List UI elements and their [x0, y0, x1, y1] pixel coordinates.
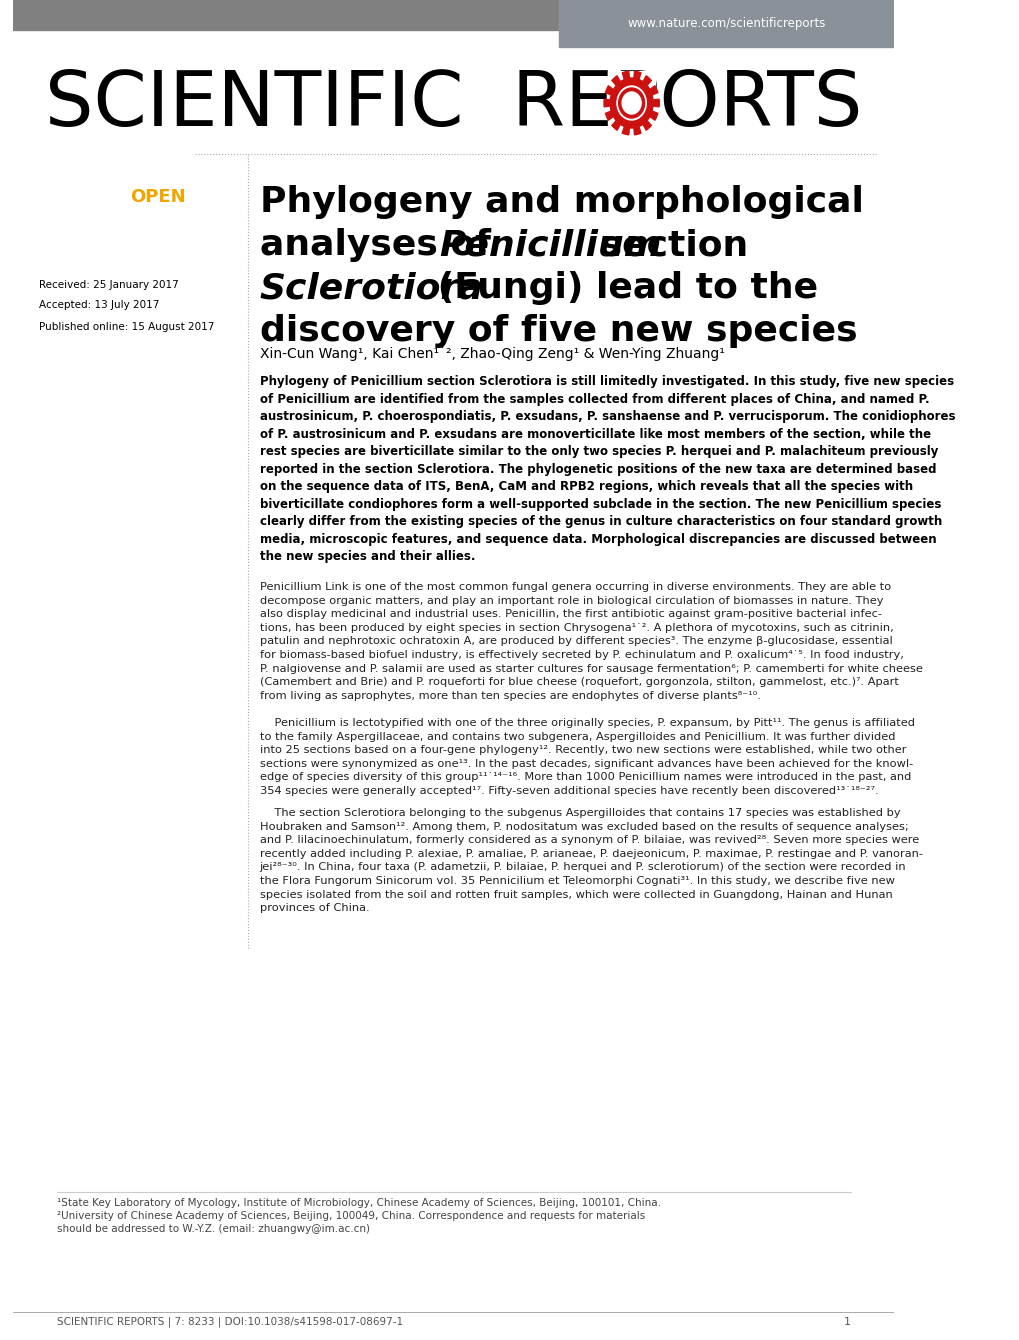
Bar	[607, 71, 654, 135]
Polygon shape	[611, 121, 620, 130]
Text: Accepted: 13 July 2017: Accepted: 13 July 2017	[40, 300, 160, 310]
Polygon shape	[642, 121, 651, 130]
Text: Penicillium: Penicillium	[438, 228, 661, 263]
Polygon shape	[652, 99, 658, 107]
Text: Published online: 15 August 2017: Published online: 15 August 2017	[40, 322, 215, 332]
Text: www.nature.com/scientificreports: www.nature.com/scientificreports	[627, 16, 825, 29]
Polygon shape	[642, 76, 651, 86]
Bar	[13, 0, 894, 29]
Text: Phylogeny and morphological: Phylogeny and morphological	[259, 185, 862, 218]
Polygon shape	[622, 71, 629, 79]
Text: Sclerotiora: Sclerotiora	[259, 271, 483, 306]
Text: OPEN: OPEN	[130, 188, 185, 206]
Polygon shape	[633, 126, 640, 135]
Text: Phylogeny of Penicillium section Sclerotiora is still limitedly investigated. In: Phylogeny of Penicillium section Sclerot…	[259, 375, 954, 563]
Polygon shape	[633, 71, 640, 79]
Circle shape	[616, 86, 646, 121]
Text: 1: 1	[843, 1317, 850, 1327]
Polygon shape	[605, 86, 612, 95]
Text: ¹State Key Laboratory of Mycology, Institute of Microbiology, Chinese Academy of: ¹State Key Laboratory of Mycology, Insti…	[56, 1198, 660, 1234]
Text: (Fungi) lead to the: (Fungi) lead to the	[425, 271, 817, 306]
Text: Received: 25 January 2017: Received: 25 January 2017	[40, 280, 179, 289]
Text: SCIENTIFIC REPORTS | 7: 8233 | DOI:10.1038/s41598-017-08697-1: SCIENTIFIC REPORTS | 7: 8233 | DOI:10.10…	[56, 1317, 403, 1327]
Text: The section Sclerotiora belonging to the subgenus Aspergilloides that contains 1: The section Sclerotiora belonging to the…	[259, 808, 921, 913]
Text: discovery of five new species: discovery of five new species	[259, 314, 856, 348]
Text: section: section	[587, 228, 747, 263]
Text: Penicillium is lectotypified with one of the three originally species, P. expans: Penicillium is lectotypified with one of…	[259, 718, 914, 796]
Polygon shape	[649, 86, 657, 95]
Polygon shape	[605, 111, 612, 121]
Polygon shape	[611, 76, 620, 86]
Circle shape	[619, 88, 644, 118]
Circle shape	[622, 92, 641, 114]
Text: Penicillium Link is one of the most common fungal genera occurring in diverse en: Penicillium Link is one of the most comm…	[259, 582, 921, 701]
Text: Xin-Cun Wang¹, Kai Chen¹˙², Zhao-Qing Zeng¹ & Wen-Ying Zhuang¹: Xin-Cun Wang¹, Kai Chen¹˙², Zhao-Qing Ze…	[259, 347, 723, 360]
Circle shape	[609, 78, 652, 129]
Polygon shape	[622, 126, 629, 135]
Polygon shape	[649, 111, 657, 121]
Bar	[558, 0, 894, 47]
Text: analyses of: analyses of	[259, 228, 502, 263]
Polygon shape	[603, 99, 609, 107]
Text: SCIENTIFIC  REPORTS: SCIENTIFIC REPORTS	[45, 68, 862, 142]
